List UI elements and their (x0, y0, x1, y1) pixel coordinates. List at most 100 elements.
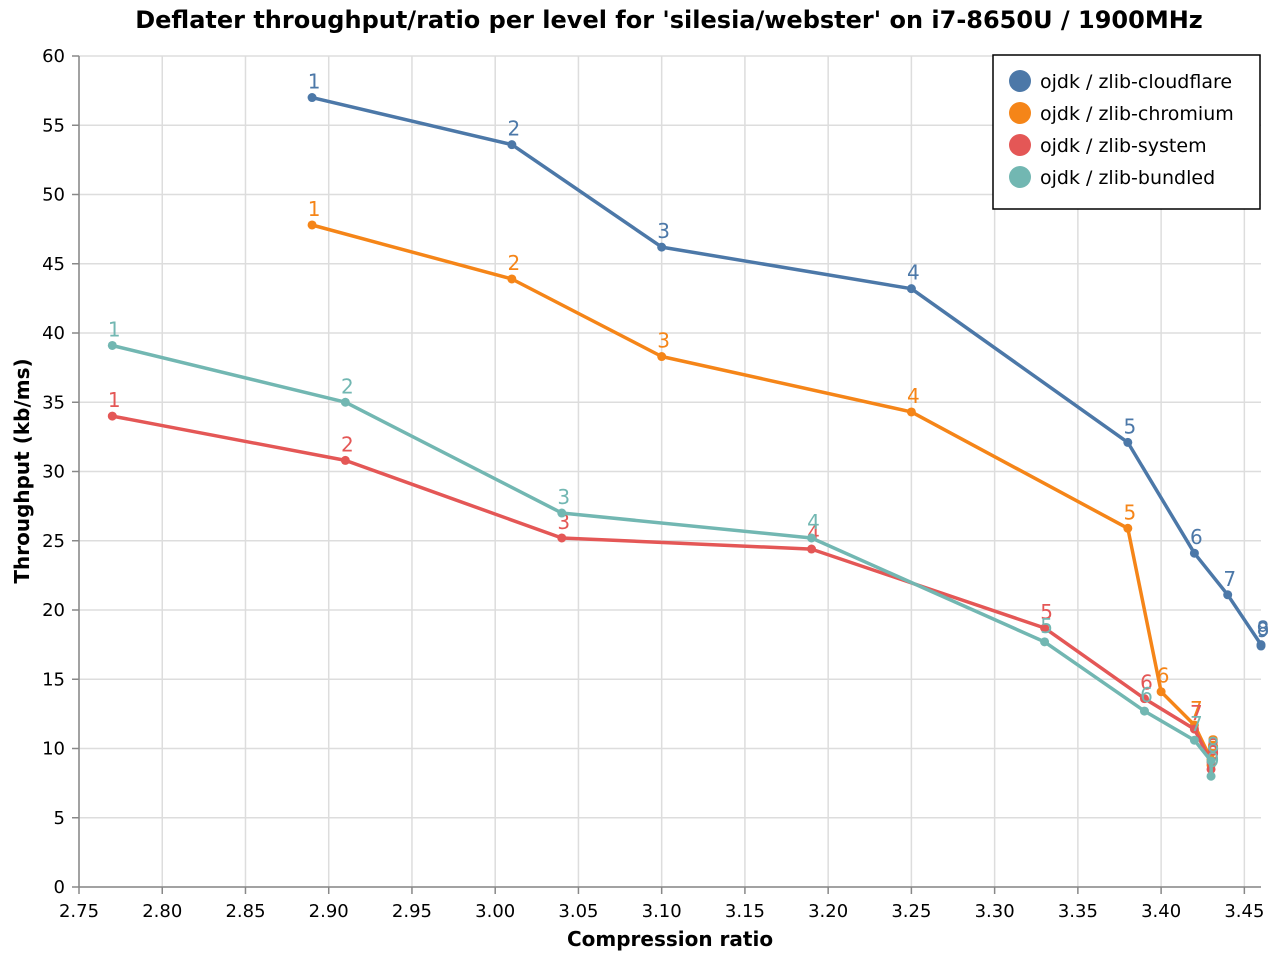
data-label: 3 (657, 329, 670, 353)
data-label: 7 (1223, 567, 1236, 591)
y-tick-label: 0 (54, 877, 65, 898)
data-point (557, 508, 567, 518)
y-tick-label: 5 (54, 808, 65, 829)
x-tick-label: 3.00 (475, 901, 515, 922)
data-point (1123, 523, 1133, 533)
data-label: 9 (1257, 618, 1270, 642)
y-tick-label: 40 (42, 323, 65, 344)
chart-title: Deflater throughput/ratio per level for … (135, 6, 1203, 34)
data-label: 7 (1190, 697, 1203, 721)
x-tick-label: 3.20 (808, 901, 848, 922)
data-point (1139, 706, 1149, 716)
x-axis-title: Compression ratio (567, 927, 773, 951)
x-tick-label: 3.35 (1058, 901, 1098, 922)
data-label: 5 (1040, 600, 1053, 624)
data-point (1206, 756, 1216, 766)
data-point (340, 397, 350, 407)
x-tick-label: 2.85 (225, 901, 265, 922)
data-point (657, 352, 667, 362)
y-tick-label: 55 (42, 115, 65, 136)
data-label: 3 (657, 219, 670, 243)
data-point (1189, 724, 1199, 734)
data-label: 6 (1190, 525, 1203, 549)
data-point (1123, 437, 1133, 447)
data-point (807, 533, 817, 543)
x-tick-label: 2.75 (59, 901, 99, 922)
legend-label: ojdk / zlib-cloudflare (1040, 71, 1232, 93)
data-point (507, 140, 517, 150)
legend-label: ojdk / zlib-chromium (1040, 103, 1234, 125)
y-tick-label: 45 (42, 254, 65, 275)
x-tick-label: 2.90 (309, 901, 349, 922)
y-tick-label: 60 (42, 46, 65, 67)
data-label: 2 (507, 251, 520, 275)
y-tick-label: 50 (42, 185, 65, 206)
data-point (307, 220, 317, 230)
legend-swatch (1009, 102, 1031, 124)
data-label: 8 (1207, 732, 1220, 756)
data-label: 7 (1190, 701, 1203, 725)
x-tick-label: 3.30 (975, 901, 1015, 922)
data-label: 4 (807, 510, 820, 534)
data-label: 6 (1140, 683, 1153, 707)
x-tick-label: 3.40 (1141, 901, 1181, 922)
data-label: 9 (1207, 737, 1220, 761)
data-label: 1 (108, 317, 121, 341)
y-tick-label: 10 (42, 739, 65, 760)
data-label: 7 (1190, 712, 1203, 736)
data-label: 5 (1040, 614, 1053, 638)
data-label: 8 (1207, 733, 1220, 757)
legend-box (992, 54, 1261, 210)
data-point (1189, 548, 1199, 558)
data-point (1040, 637, 1050, 647)
legend-swatch (1009, 134, 1031, 156)
y-axis-title: Throughput (kb/ms) (10, 358, 34, 583)
data-label: 4 (907, 261, 920, 285)
data-label: 6 (1140, 671, 1153, 695)
y-tick-label: 30 (42, 462, 65, 483)
data-point (507, 274, 517, 284)
data-point (906, 407, 916, 417)
y-tick-label: 20 (42, 600, 65, 621)
legend: ojdk / zlib-cloudflare ojdk / zlib-chromi… (992, 54, 1261, 210)
x-tick-label: 3.10 (642, 901, 682, 922)
data-label: 4 (907, 384, 920, 408)
data-point (1040, 623, 1050, 633)
data-point (1189, 735, 1199, 745)
data-point (906, 284, 916, 294)
data-point (1256, 641, 1266, 651)
x-tick-label: 2.80 (142, 901, 182, 922)
x-tick-label: 3.25 (891, 901, 931, 922)
data-point (1156, 687, 1166, 697)
y-tick-label: 35 (42, 392, 65, 413)
x-tick-label: 3.05 (558, 901, 598, 922)
data-label: 6 (1157, 664, 1170, 688)
data-label: 9 (1207, 748, 1220, 772)
data-label: 1 (108, 388, 121, 412)
data-point (557, 533, 567, 543)
y-tick-label: 15 (42, 669, 65, 690)
legend-label: ojdk / zlib-system (1040, 135, 1207, 157)
data-label: 2 (341, 374, 354, 398)
x-tick-label: 3.45 (1224, 901, 1264, 922)
legend-label: ojdk / zlib-bundled (1040, 167, 1215, 189)
y-tick-label: 25 (42, 531, 65, 552)
data-point (1206, 771, 1216, 781)
data-point (1139, 694, 1149, 704)
data-point (807, 544, 817, 554)
data-label: 8 (1207, 734, 1220, 758)
data-label: 5 (1123, 500, 1136, 524)
data-point (107, 340, 117, 350)
legend-swatch (1009, 70, 1031, 92)
data-label: 2 (341, 432, 354, 456)
data-point (307, 93, 317, 103)
data-label: 1 (308, 197, 321, 221)
data-point (340, 455, 350, 465)
x-tick-label: 3.15 (725, 901, 765, 922)
data-label: 2 (507, 117, 520, 141)
